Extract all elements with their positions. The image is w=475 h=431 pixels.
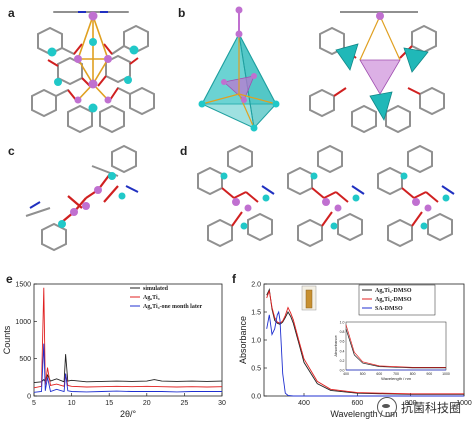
inset-y-label: Absorbance — [333, 335, 338, 357]
y-tick-label-0: 0.0 — [251, 394, 261, 401]
y-tick-label-3: 1500 — [15, 282, 31, 289]
y-tick-label-4: 2.0 — [251, 282, 261, 289]
x-tick-label-2: 800 — [405, 400, 417, 407]
plot-frame — [33, 283, 223, 397]
x-tick-label-3: 20 — [143, 400, 151, 407]
legend-entry-0: simulated — [143, 286, 169, 292]
molecular-structure-polyhedra — [309, 11, 445, 134]
x-tick-label-1: 10 — [68, 400, 76, 407]
y-axis-label: Absorbance — [238, 316, 248, 364]
x-tick-label-3: 1000 — [456, 400, 472, 407]
inset-y-tick-label-0: 0.0 — [340, 369, 345, 373]
y-tick-label-2: 1000 — [15, 319, 31, 326]
watermark-text: 抗菌科技圈 — [400, 400, 461, 415]
polyhedron-diagram-b — [198, 6, 280, 132]
x-tick-label-0: 5 — [32, 400, 36, 407]
y-tick-label-1: 500 — [19, 356, 31, 363]
vial-liquid — [305, 289, 313, 309]
inset-y-tick-label-3: 0.6 — [340, 340, 345, 344]
legend-entry-0: Ag₆Ti₄-DMSO — [375, 288, 412, 294]
inset-frame — [345, 321, 447, 371]
panel-letter-d: d — [180, 144, 188, 158]
x-tick-label-0: 400 — [298, 400, 310, 407]
molecular-structure-a — [31, 11, 155, 134]
y-tick-label-1: 0.5 — [251, 366, 261, 373]
inset-series-0 — [345, 328, 446, 369]
x-axis-label: 2θ/° — [120, 409, 137, 419]
legend-entry-2: SA-DMSO — [375, 306, 403, 312]
inset-x-tick-label-2: 600 — [376, 372, 382, 376]
x-tick-label-4: 25 — [181, 400, 189, 407]
series-line-1 — [33, 287, 223, 389]
panel-letter-a: a — [8, 6, 15, 20]
inset-x-tick-label-1: 500 — [360, 372, 366, 376]
molecular-chain-d — [197, 144, 455, 248]
series-line-0 — [266, 288, 464, 395]
pxrd-chart: 5 10 15 20 25 30 0 500 1000 1500 2θ/° Counts simulat… — [2, 282, 226, 420]
molecular-structure-c — [25, 144, 139, 252]
inset-y-tick-label-1: 0.2 — [340, 359, 345, 363]
watermark: 抗菌科技圈 — [376, 397, 461, 417]
inset-x-tick-label-0: 400 — [343, 372, 349, 376]
legend-entry-2: Ag₆Ti₄-one month later — [143, 304, 202, 310]
x-tick-label-5: 30 — [218, 400, 226, 407]
y-axis-label: Counts — [2, 325, 12, 354]
y-tick-label-3: 1.5 — [251, 310, 261, 317]
x-axis-label: Wavelength / nm — [330, 409, 397, 419]
uvvis-chart: 400 600 800 1000 0.0 0.5 1.0 1.5 2.0 Wavelength /… — [238, 282, 472, 420]
series-line-1 — [266, 290, 464, 395]
inset-y-tick-label-4: 0.8 — [340, 330, 345, 334]
inset-series-1 — [345, 324, 446, 368]
inset-y-tick-label-2: 0.4 — [340, 349, 345, 353]
panel-letter-b: b — [178, 6, 186, 20]
inset-x-tick-label-3: 700 — [393, 372, 399, 376]
y-tick-label-0: 0 — [27, 394, 31, 401]
inset-x-tick-label-6: 1000 — [442, 372, 450, 376]
panel-letter-e: e — [6, 272, 13, 286]
x-tick-label-2: 15 — [105, 400, 113, 407]
legend-entry-1: Ag₆Ti₄ — [143, 295, 160, 301]
inset-x-tick-label-5: 900 — [426, 372, 432, 376]
x-tick-label-1: 600 — [351, 400, 363, 407]
wechat-icon — [376, 397, 397, 417]
panel-letter-c: c — [8, 144, 15, 158]
inset-y-tick-label-5: 1.0 — [340, 321, 345, 325]
panel-letter-f: f — [232, 272, 236, 286]
inset-x-tick-label-4: 800 — [410, 372, 416, 376]
series-line-2 — [33, 343, 222, 393]
legend-entry-1: Ag₆Ti₄-DMSO — [375, 297, 412, 303]
y-tick-label-2: 1.0 — [251, 338, 261, 345]
series-line-2 — [266, 310, 464, 397]
series-line-0 — [33, 354, 223, 384]
inset-x-label: Wavelength / nm — [381, 376, 412, 381]
